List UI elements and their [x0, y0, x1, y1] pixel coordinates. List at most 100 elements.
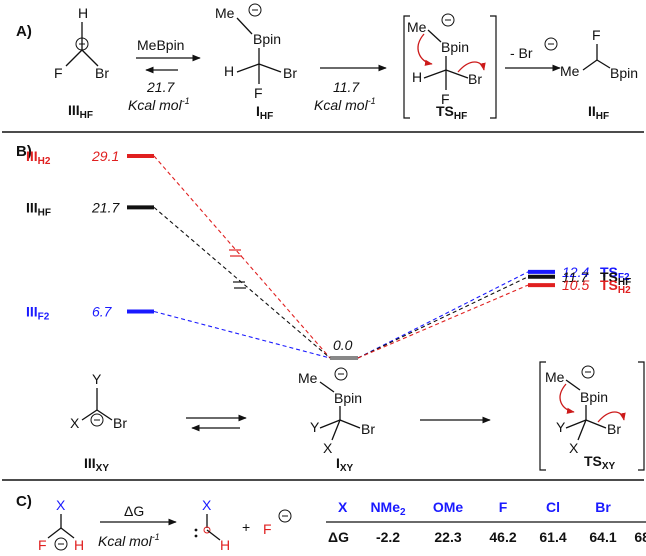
- unit-1: Kcal mol-1: [128, 96, 190, 113]
- atom-h: H: [224, 63, 234, 79]
- atom-h: H: [78, 5, 88, 21]
- atom-h: H: [412, 69, 422, 85]
- atom-h: H: [74, 537, 84, 553]
- minus-charge-icon: [441, 13, 455, 27]
- level-value-right-0: 12.4: [562, 264, 589, 280]
- unit-2: Kcal mol-1: [314, 96, 376, 113]
- atom-br: Br: [468, 71, 482, 87]
- atom-f: F: [441, 91, 450, 107]
- panel-a-label: A): [16, 23, 32, 40]
- energy-profile-chart: 0.0 29.1 IIIH2 21.7 IIIHF 6.7 IIIF2 12.4 TSF2 11.…: [26, 148, 631, 360]
- atom-x: X: [569, 440, 579, 456]
- atom-bpin: Bpin: [441, 39, 469, 55]
- table-header-4: Cl: [546, 499, 560, 515]
- level-value-left-1: 21.7: [91, 199, 120, 215]
- leaving-group: - Br: [510, 45, 533, 61]
- atom-f: F: [54, 65, 63, 81]
- structure-ts-hf: Me Bpin H Br F: [403, 13, 497, 119]
- dg-label: ΔG: [124, 503, 144, 519]
- atom-x: X: [56, 497, 66, 513]
- reagent-mebpin: MeBpin: [137, 37, 184, 53]
- label-ts-xy: TSXY: [584, 453, 616, 472]
- atom-br: Br: [113, 415, 127, 431]
- bracket-left: [539, 361, 546, 471]
- panel-c-label: C): [16, 493, 32, 510]
- connector-right-0: [357, 271, 529, 359]
- energy-2: 11.7: [333, 79, 360, 95]
- atom-f: F: [38, 537, 47, 553]
- label-iii-xy: IIIXY: [84, 455, 109, 474]
- level-value-center: 0.0: [333, 337, 353, 353]
- structure-iii-hf: H F Br: [54, 5, 109, 81]
- atom-bpin: Bpin: [334, 390, 362, 406]
- atom-br: Br: [95, 65, 109, 81]
- atom-y: Y: [92, 371, 102, 387]
- structure-i-hf: Me Bpin H Br F: [215, 3, 297, 101]
- fluoride-f: F: [263, 521, 272, 537]
- table-header-3: F: [499, 499, 508, 515]
- connector-left-0: [153, 155, 331, 359]
- lone-pair-icon: [194, 528, 198, 532]
- atom-me: Me: [407, 19, 427, 35]
- minus-charge-icon: [54, 537, 68, 551]
- atom-h: H: [220, 537, 230, 553]
- minus-charge-icon: [248, 3, 262, 17]
- table-header-2: OMe: [433, 499, 464, 515]
- level-value-right-1: 11.7: [562, 269, 589, 285]
- level-value-left-2: 6.7: [92, 303, 113, 319]
- level-label-left-2: IIIF2: [26, 303, 50, 322]
- atom-y: Y: [556, 419, 566, 435]
- atom-br: Br: [607, 421, 621, 437]
- table-cell-1: 22.3: [434, 529, 461, 545]
- level-label-right-0: TSF2: [600, 264, 630, 283]
- energy-1: 21.7: [146, 79, 175, 95]
- table-header-5: Br: [595, 499, 611, 515]
- level-value-left-0: 29.1: [91, 148, 119, 164]
- connector-left-1: [153, 206, 331, 359]
- connector-right-1: [357, 276, 529, 359]
- plus-sign: +: [242, 519, 250, 535]
- structure-ts-xy: Me Bpin Y Br X: [539, 361, 645, 471]
- minus-charge-icon: [581, 365, 595, 379]
- connector-right-2: [357, 284, 529, 359]
- unit-c: Kcal mol-1: [98, 532, 160, 549]
- curved-arrow-icon: [417, 33, 433, 66]
- minus-charge-icon: [278, 509, 292, 523]
- structure-carbanion-c: X F H: [38, 497, 84, 553]
- atom-x: X: [70, 415, 80, 431]
- table-cell-5: 68.0: [634, 529, 646, 545]
- label-ts-hf: TSHF: [436, 103, 467, 122]
- label-iii-hf: IIIHF: [68, 102, 93, 121]
- atom-x: X: [323, 440, 333, 456]
- table-cell-4: 64.1: [589, 529, 616, 545]
- minus-charge-icon: [334, 367, 348, 381]
- atom-bpin: Bpin: [610, 65, 638, 81]
- atom-me: Me: [545, 369, 565, 385]
- table-cell-2: 46.2: [489, 529, 516, 545]
- atom-br: Br: [283, 65, 297, 81]
- bracket-right: [638, 361, 645, 471]
- atom-bpin: Bpin: [253, 31, 281, 47]
- atom-me: Me: [215, 5, 235, 21]
- level-label-left-0: IIIH2: [26, 148, 51, 167]
- curved-arrow-icon: [457, 61, 486, 73]
- dg-table: XNMe2OMeFClBrIΔG-2.222.346.261.464.168.0: [326, 499, 646, 545]
- atom-me: Me: [298, 370, 318, 386]
- atom-f: F: [254, 85, 263, 101]
- connector-left-2: [153, 310, 331, 359]
- atom-y: Y: [310, 419, 320, 435]
- level-label-right-1: TSHF: [600, 269, 631, 288]
- level-label-right-2: TSH2: [600, 277, 631, 296]
- label-i-hf: IHF: [256, 103, 273, 122]
- level-label-left-1: IIIHF: [26, 199, 51, 218]
- structure-i-xy: Me Bpin Y Br X: [298, 367, 375, 456]
- minus-charge-icon: [544, 37, 558, 51]
- table-header-1: NMe2: [370, 499, 406, 518]
- curved-arrow-icon: [597, 411, 626, 423]
- bracket-right: [490, 15, 497, 119]
- label-i-xy: IXY: [336, 455, 354, 474]
- structure-carbene: X H: [194, 497, 230, 553]
- table-row-label: ΔG: [328, 529, 349, 545]
- minus-charge-icon: [75, 37, 89, 51]
